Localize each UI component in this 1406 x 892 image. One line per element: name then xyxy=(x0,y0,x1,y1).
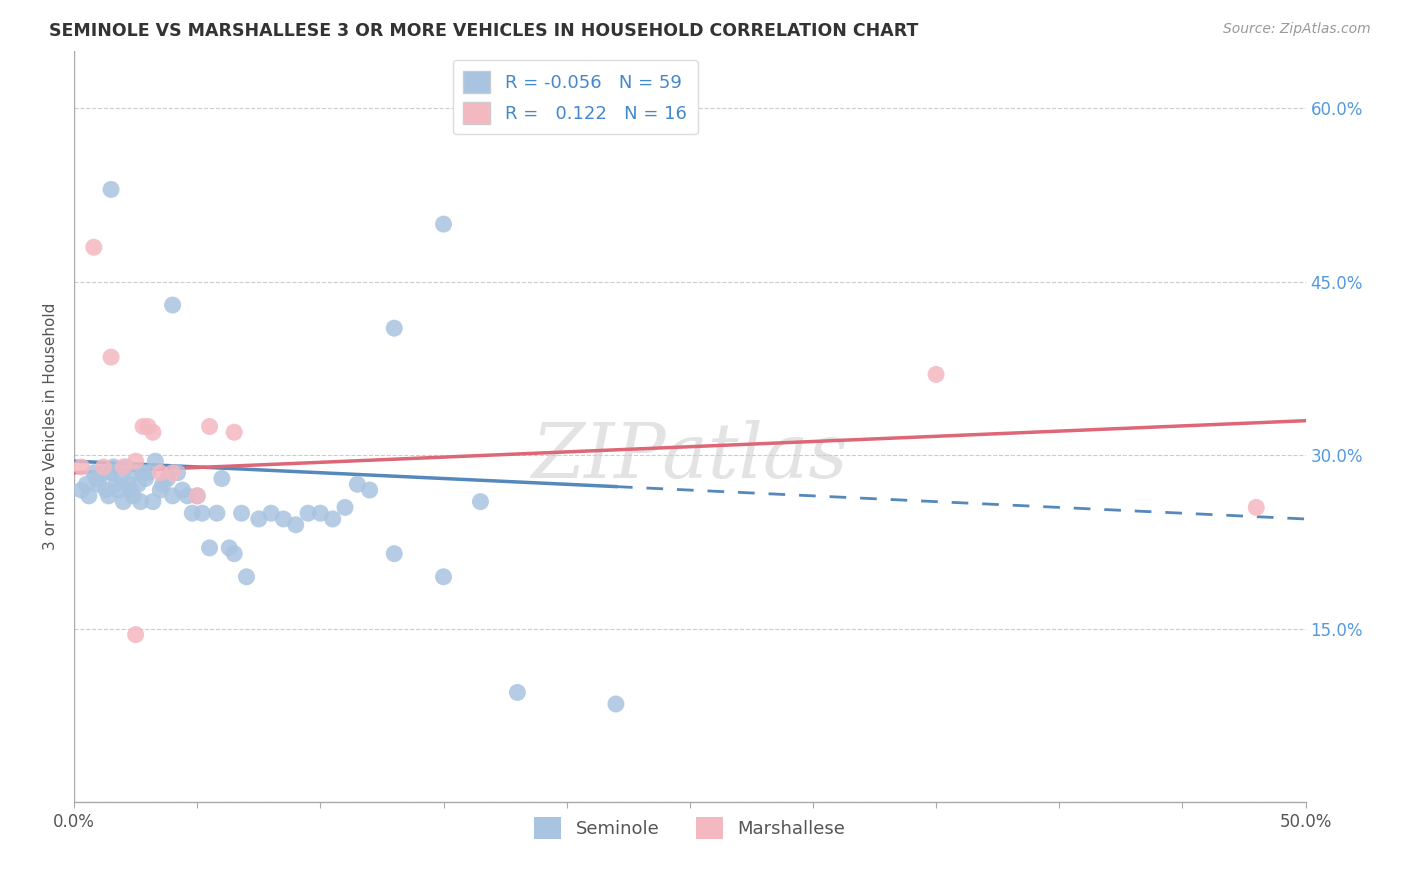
Y-axis label: 3 or more Vehicles in Household: 3 or more Vehicles in Household xyxy=(44,302,58,550)
Point xyxy=(100,466,122,480)
Point xyxy=(87,477,110,491)
Point xyxy=(142,494,165,508)
Point xyxy=(224,547,246,561)
Point xyxy=(149,483,172,497)
Point xyxy=(205,506,228,520)
Point xyxy=(186,489,208,503)
Point xyxy=(166,466,188,480)
Point xyxy=(284,517,307,532)
Point xyxy=(70,459,93,474)
Point xyxy=(112,459,135,474)
Point xyxy=(94,483,117,497)
Text: ZIPatlas: ZIPatlas xyxy=(531,419,848,493)
Point xyxy=(112,494,135,508)
Point xyxy=(117,477,139,491)
Point xyxy=(107,483,129,497)
Point xyxy=(149,466,172,480)
Point xyxy=(322,512,344,526)
Point xyxy=(191,506,214,520)
Point xyxy=(136,419,159,434)
Point xyxy=(104,477,127,491)
Point xyxy=(124,627,146,641)
Point xyxy=(346,477,368,491)
Point xyxy=(382,321,405,335)
Point xyxy=(432,217,454,231)
Point xyxy=(122,489,145,503)
Point xyxy=(162,489,184,503)
Point xyxy=(273,512,295,526)
Point xyxy=(103,459,125,474)
Point xyxy=(297,506,319,520)
Point xyxy=(100,182,122,196)
Point xyxy=(77,489,100,503)
Point xyxy=(97,489,120,503)
Point xyxy=(75,477,97,491)
Point xyxy=(470,494,492,508)
Point xyxy=(162,466,184,480)
Point xyxy=(110,471,132,485)
Point xyxy=(432,570,454,584)
Point xyxy=(93,466,115,480)
Point xyxy=(162,298,184,312)
Point xyxy=(925,368,948,382)
Point xyxy=(129,494,152,508)
Point xyxy=(83,240,105,254)
Point xyxy=(127,477,149,491)
Point xyxy=(70,483,93,497)
Point xyxy=(100,350,122,364)
Text: Source: ZipAtlas.com: Source: ZipAtlas.com xyxy=(1223,22,1371,37)
Point xyxy=(181,506,204,520)
Point xyxy=(93,459,115,474)
Point xyxy=(382,547,405,561)
Point xyxy=(218,541,240,555)
Point xyxy=(231,506,253,520)
Legend: Seminole, Marshallese: Seminole, Marshallese xyxy=(527,809,852,846)
Point xyxy=(506,685,529,699)
Point xyxy=(172,483,194,497)
Point xyxy=(152,477,174,491)
Point xyxy=(120,483,142,497)
Point xyxy=(309,506,332,520)
Point xyxy=(198,541,221,555)
Point xyxy=(235,570,257,584)
Point xyxy=(124,466,146,480)
Point xyxy=(142,425,165,440)
Point xyxy=(1246,500,1268,515)
Point xyxy=(132,419,155,434)
Point xyxy=(84,471,107,485)
Point xyxy=(333,500,356,515)
Point xyxy=(156,471,179,485)
Point xyxy=(136,466,159,480)
Point xyxy=(176,489,198,503)
Point xyxy=(211,471,233,485)
Point xyxy=(83,466,105,480)
Point xyxy=(359,483,381,497)
Point xyxy=(224,425,246,440)
Point xyxy=(145,454,167,468)
Point xyxy=(134,471,156,485)
Point xyxy=(198,419,221,434)
Point xyxy=(247,512,270,526)
Point xyxy=(260,506,283,520)
Point xyxy=(186,489,208,503)
Point xyxy=(114,459,136,474)
Text: SEMINOLE VS MARSHALLESE 3 OR MORE VEHICLES IN HOUSEHOLD CORRELATION CHART: SEMINOLE VS MARSHALLESE 3 OR MORE VEHICL… xyxy=(49,22,918,40)
Point xyxy=(124,454,146,468)
Point xyxy=(132,466,155,480)
Point xyxy=(605,697,627,711)
